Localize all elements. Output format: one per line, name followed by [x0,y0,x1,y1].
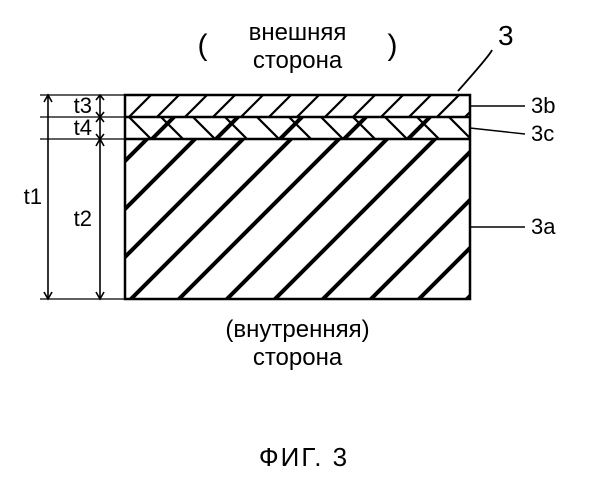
top-paren-left: ( [198,29,208,62]
label-3a: 3a [531,214,556,239]
ref-leader [458,50,492,91]
top-label-2: сторона [253,47,343,74]
dim-t2: t2 [74,206,92,231]
bottom-label-2: сторона [253,344,343,371]
dim-t1: t1 [24,184,42,209]
top-paren-right: ) [388,29,398,62]
bottom-label-1: (внутренняя) [225,316,369,343]
figure-caption: ФИГ. 3 [0,442,608,473]
ref-number: 3 [498,20,514,51]
top-label-1: внешняя [249,19,347,46]
dim-t4: t4 [74,115,92,140]
label-3b: 3b [531,93,555,118]
label-3c: 3c [531,121,554,146]
